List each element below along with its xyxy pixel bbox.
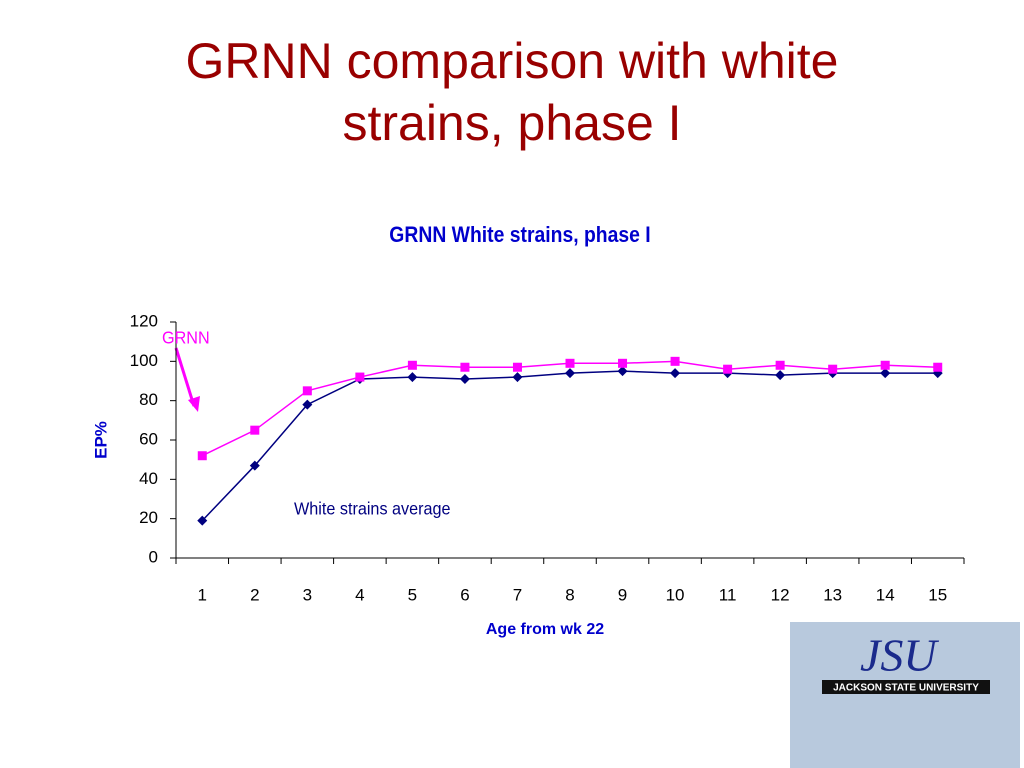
y-tick-label: 80: [139, 390, 158, 409]
point: [250, 425, 260, 435]
point: [459, 374, 470, 385]
point: [775, 370, 786, 381]
logo-name: JACKSON STATE UNIVERSITY: [833, 683, 979, 694]
x-axis-label: Age from wk 22: [486, 621, 604, 638]
point: [828, 364, 838, 374]
point: [355, 372, 365, 382]
y-tick-label: 100: [130, 351, 158, 370]
point: [670, 368, 681, 379]
point: [197, 451, 207, 461]
point: [512, 372, 523, 383]
point: [670, 356, 680, 366]
point: [618, 358, 628, 368]
x-tick-label: 7: [513, 585, 522, 604]
point: [302, 386, 312, 396]
series-label: GRNN: [162, 328, 210, 348]
x-tick-label: 11: [719, 585, 737, 604]
point: [565, 358, 575, 368]
point: [775, 360, 785, 370]
x-tick-label: 1: [198, 585, 207, 604]
point: [302, 399, 313, 410]
point: [512, 362, 522, 372]
point: [880, 360, 890, 370]
point: [617, 366, 628, 377]
x-tick-label: 10: [666, 585, 685, 604]
logo-band: [822, 680, 990, 694]
logo-box: [790, 622, 1020, 768]
x-tick-label: 9: [618, 585, 627, 604]
x-tick-label: 3: [303, 585, 312, 604]
point: [197, 515, 208, 526]
annotation-arrow: [174, 347, 196, 407]
x-tick-label: 15: [928, 585, 947, 604]
x-tick-label: 13: [823, 585, 842, 604]
slide-title: GRNN comparison with white strains, phas…: [185, 33, 839, 151]
y-axis-label: EP%: [91, 421, 110, 459]
point: [933, 362, 943, 372]
chart-title: GRNN White strains, phase I: [389, 223, 650, 247]
point: [407, 360, 417, 370]
point: [880, 368, 891, 379]
x-tick-label: 14: [876, 585, 895, 604]
y-tick-label: 120: [130, 311, 158, 330]
x-tick-label: 4: [355, 585, 364, 604]
x-tick-label: 5: [408, 585, 417, 604]
y-tick-label: 0: [149, 547, 158, 566]
series-label: White strains average: [294, 499, 451, 519]
x-tick-label: 6: [460, 585, 469, 604]
point: [565, 368, 575, 379]
x-tick-label: 2: [250, 585, 259, 604]
point: [460, 362, 470, 372]
point: [723, 364, 733, 374]
point: [249, 460, 260, 471]
x-tick-label: 12: [771, 585, 790, 604]
point: [407, 372, 418, 383]
annotation-arrowhead: [188, 396, 200, 412]
logo-mark: JSU: [860, 630, 939, 681]
y-tick-label: 40: [139, 469, 158, 488]
x-tick-label: 8: [565, 585, 574, 604]
y-tick-label: 60: [139, 429, 158, 448]
y-tick-label: 20: [139, 508, 158, 527]
